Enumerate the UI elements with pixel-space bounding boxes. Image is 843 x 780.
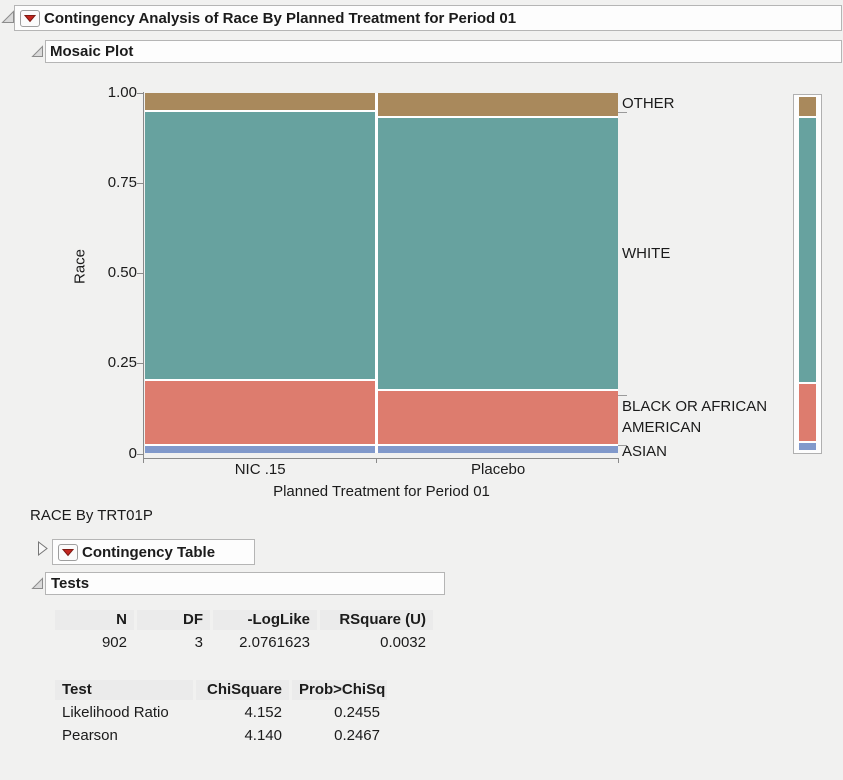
disclosure-open-icon[interactable] xyxy=(1,10,15,24)
x-axis-line xyxy=(143,458,619,459)
summary-segment[interactable] xyxy=(799,384,816,442)
x-tick-label: Placebo xyxy=(471,461,526,478)
report-title-bar[interactable]: Contingency Analysis of Race By Planned … xyxy=(14,5,842,31)
y-tick-mark xyxy=(137,273,143,274)
y-tick-label: 0.50 xyxy=(107,264,137,281)
mosaic-column-nic-15 xyxy=(145,93,376,453)
label-tick xyxy=(618,395,627,396)
summary-segment[interactable] xyxy=(799,443,816,450)
red-triangle-menu-icon[interactable] xyxy=(20,9,40,27)
y-tick-label: 0.75 xyxy=(107,173,137,191)
table-cell: 3 xyxy=(194,634,203,651)
tests-table: Test ChiSquare Prob>ChiSq Likelihood Rat… xyxy=(55,680,387,746)
column-header: Prob>ChiSq xyxy=(292,680,387,700)
disclosure-open-icon[interactable] xyxy=(31,45,44,58)
mosaic-segment[interactable] xyxy=(145,445,376,453)
summary-segment[interactable] xyxy=(799,97,816,117)
y-tick-label: 1.00 xyxy=(107,83,137,101)
column-header: RSquare (U) xyxy=(320,610,433,630)
mosaic-segment[interactable] xyxy=(378,391,618,445)
table-cell: 902 xyxy=(101,634,127,651)
y-tick-label: 0.25 xyxy=(107,354,137,372)
section-header-mosaic-plot[interactable]: Mosaic Plot xyxy=(45,40,842,63)
mosaic-segment[interactable] xyxy=(145,93,376,110)
mosaic-segment[interactable] xyxy=(378,93,618,117)
x-tick-mark xyxy=(618,458,619,463)
table-cell: 0.2467 xyxy=(334,727,380,744)
column-header: -LogLike xyxy=(213,610,317,630)
page-title: Contingency Analysis of Race By Planned … xyxy=(44,9,517,27)
red-triangle-menu-icon[interactable] xyxy=(58,543,78,561)
y-tick-mark xyxy=(137,92,143,94)
table-cell: Pearson xyxy=(62,727,118,744)
mosaic-columns xyxy=(145,93,618,453)
table-cell: Likelihood Ratio xyxy=(62,704,169,721)
x-axis-title: Planned Treatment for Period 01 xyxy=(273,483,490,500)
column-header: DF xyxy=(137,610,210,630)
label-tick xyxy=(618,112,627,113)
label-tick xyxy=(618,445,627,446)
column-header: N xyxy=(55,610,134,630)
overall-proportion-box xyxy=(793,94,822,454)
category-label-asian: ASIAN xyxy=(622,443,668,460)
section-header-tests[interactable]: Tests xyxy=(45,572,445,595)
disclosure-collapsed-icon[interactable] xyxy=(36,540,49,557)
analysis-subtitle: RACE By TRT01P xyxy=(30,507,153,524)
y-tick-mark xyxy=(137,453,143,455)
column-header: ChiSquare xyxy=(196,680,289,700)
summary-bar xyxy=(799,97,816,450)
x-tick-mark xyxy=(143,458,144,463)
column-header: Test xyxy=(55,680,193,700)
fit-summary-table: N DF -LogLike RSquare (U) 902 3 2.076162… xyxy=(55,610,433,653)
y-axis-line xyxy=(143,92,144,458)
category-label-other: OTHER xyxy=(622,95,675,112)
category-label-white: WHITE xyxy=(622,245,671,262)
y-axis-title: Race xyxy=(71,248,89,285)
mosaic-segment[interactable] xyxy=(145,381,376,444)
section-title: Contingency Table xyxy=(82,543,216,561)
x-tick-label: NIC .15 xyxy=(234,461,286,478)
table-cell: 2.0761623 xyxy=(239,634,310,651)
mosaic-segment[interactable] xyxy=(378,446,618,453)
table-cell: 0.0032 xyxy=(380,634,426,651)
section-title: Tests xyxy=(51,575,90,592)
y-tick-mark xyxy=(137,182,143,184)
x-tick-mark xyxy=(376,458,377,463)
disclosure-open-icon[interactable] xyxy=(31,577,44,590)
mosaic-segment[interactable] xyxy=(378,118,618,390)
section-header-contingency-table[interactable]: Contingency Table xyxy=(52,539,255,565)
section-title: Mosaic Plot xyxy=(50,43,134,60)
table-cell: 4.152 xyxy=(244,704,282,721)
table-cell: 4.140 xyxy=(244,727,282,744)
y-tick-mark xyxy=(137,363,143,365)
mosaic-column-placebo xyxy=(378,93,618,453)
y-tick-label: 0 xyxy=(128,444,137,462)
category-label-black: BLACK OR AFRICAN AMERICAN xyxy=(622,398,768,436)
mosaic-segment[interactable] xyxy=(145,111,376,380)
table-cell: 0.2455 xyxy=(334,704,380,721)
summary-segment[interactable] xyxy=(799,118,816,383)
